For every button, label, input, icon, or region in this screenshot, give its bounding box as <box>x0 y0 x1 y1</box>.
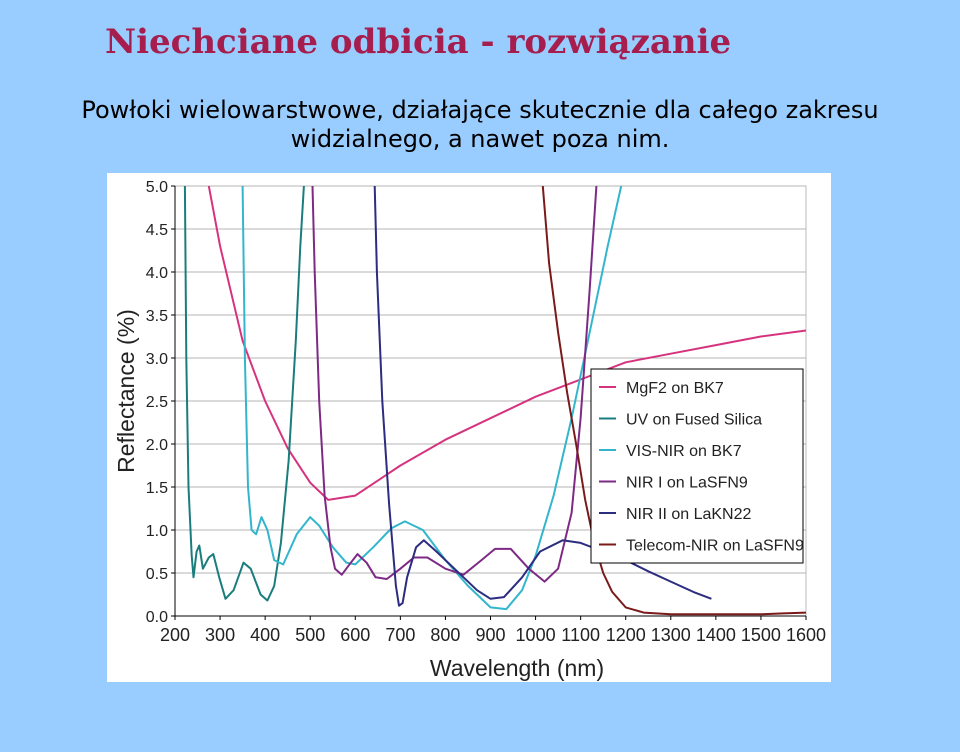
legend-entry: MgF2 on BK7 <box>626 380 724 397</box>
slide-subtitle-line-1: Powłoki wielowarstwowe, działające skute… <box>81 96 879 124</box>
series-line-2 <box>241 186 623 611</box>
y-tick-label: 2.0 <box>146 437 168 454</box>
y-tick-label: 4.0 <box>146 265 168 282</box>
x-tick-label: 1300 <box>651 625 691 645</box>
legend-entry: Telecom-NIR on LaSFN9 <box>626 538 804 555</box>
x-tick-label: 800 <box>430 625 460 645</box>
x-tick-label: 1400 <box>696 625 736 645</box>
slide-subtitle: Powłoki wielowarstwowe, działające skute… <box>0 96 960 154</box>
y-tick-label: 1.0 <box>146 523 168 540</box>
y-tick-label: 0.0 <box>146 609 168 626</box>
x-tick-label: 1000 <box>516 625 556 645</box>
x-axis-ticks: 200 300 400 500 600 700 800 900 1000 1100 1200 1300… <box>160 616 826 645</box>
chart-panel: 0.0 0.5 1.0 1.5 2.0 2.5 3.0 3.5 4.0 4.5 5.0 200 300… <box>107 173 831 682</box>
x-tick-label: 900 <box>475 625 505 645</box>
x-tick-label: 700 <box>385 625 415 645</box>
x-tick-label: 500 <box>295 625 325 645</box>
series-line-1 <box>183 186 305 602</box>
slide-title: Niechciane odbicia - rozwiązanie <box>105 22 732 62</box>
series-line-5 <box>541 186 806 616</box>
x-tick-label: 1600 <box>786 625 826 645</box>
y-tick-label: 5.0 <box>146 179 168 196</box>
y-tick-label: 3.5 <box>146 308 168 325</box>
x-tick-label: 1100 <box>561 625 600 645</box>
x-axis-label: Wavelength (nm) <box>430 655 604 681</box>
x-tick-label: 600 <box>340 625 370 645</box>
y-tick-label: 4.5 <box>146 222 168 239</box>
series-line-0 <box>207 186 806 501</box>
legend: MgF2 on BK7 UV on Fused Silica VIS-NIR on … <box>590 368 804 564</box>
x-tick-label: 200 <box>160 625 190 645</box>
x-tick-label: 1200 <box>606 625 646 645</box>
y-axis-ticks: 0.0 0.5 1.0 1.5 2.0 2.5 3.0 3.5 4.0 4.5 5.0 <box>146 179 175 626</box>
y-axis-label: Reflectance (%) <box>113 309 139 473</box>
legend-entry: NIR II on LaKN22 <box>626 506 752 523</box>
reflectance-chart: 0.0 0.5 1.0 1.5 2.0 2.5 3.0 3.5 4.0 4.5 5.0 200 300… <box>113 179 826 681</box>
y-tick-label: 3.0 <box>146 351 168 368</box>
x-tick-label: 300 <box>205 625 235 645</box>
series-line-3 <box>311 186 598 583</box>
legend-entry: VIS-NIR on BK7 <box>626 443 742 460</box>
y-tick-label: 0.5 <box>146 566 168 583</box>
slide-subtitle-line-2: widzialnego, a nawet poza nim. <box>290 125 670 153</box>
y-tick-label: 2.5 <box>146 394 168 411</box>
x-tick-label: 1500 <box>741 625 781 645</box>
legend-entry: UV on Fused Silica <box>626 412 762 429</box>
legend-entry: NIR I on LaSFN9 <box>626 475 748 492</box>
y-tick-label: 1.5 <box>146 480 168 497</box>
legend-box <box>590 368 804 564</box>
x-tick-label: 400 <box>250 625 280 645</box>
